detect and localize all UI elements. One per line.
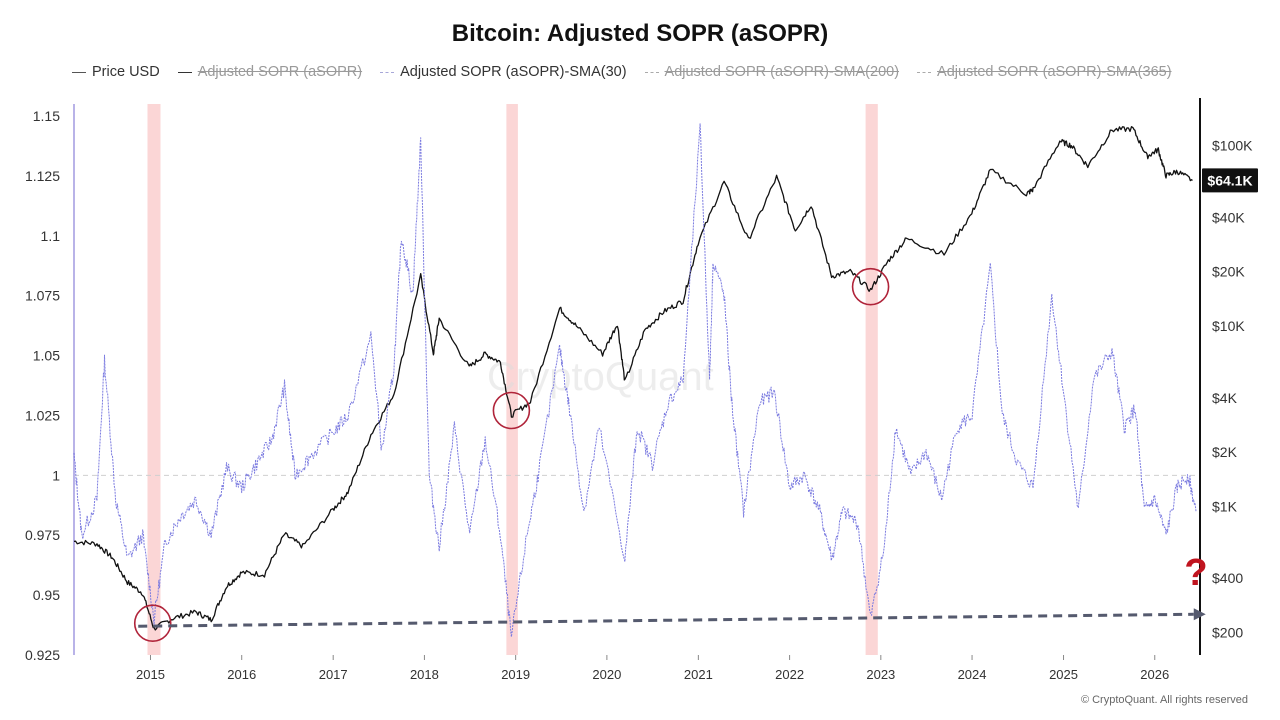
- highlight-circle: [133, 604, 172, 643]
- y-right-tick-label: $400: [1212, 570, 1243, 586]
- x-tick-label: 2026: [1140, 667, 1169, 682]
- x-tick-label: 2024: [958, 667, 987, 682]
- legend-label: Adjusted SOPR (aSOPR)-SMA(365): [937, 64, 1172, 80]
- x-tick-label: 2025: [1049, 667, 1078, 682]
- y-left-tick-label: 1.1: [41, 228, 61, 244]
- price-badge-group: $64.1K: [1202, 168, 1258, 193]
- y-right-tick-label: $4K: [1212, 390, 1238, 406]
- price-badge-bg: [1202, 168, 1258, 193]
- y-left-tick-label: 0.925: [25, 647, 60, 663]
- legend-item-sma365[interactable]: Adjusted SOPR (aSOPR)-SMA(365): [917, 62, 1172, 82]
- y-left-tick-label: 1.125: [25, 168, 60, 184]
- x-tick-label: 2022: [775, 667, 804, 682]
- question-mark: ?: [1184, 552, 1207, 594]
- y-left-tick-label: 0.95: [33, 587, 60, 603]
- copyright: © CryptoQuant. All rights reserved: [1080, 694, 1248, 706]
- legend-swatch: [917, 71, 932, 73]
- legend-swatch: [644, 71, 659, 73]
- y-right-tick-label: $20K: [1212, 264, 1245, 280]
- y-left-tick-label: 1.075: [25, 288, 60, 304]
- trend-arrow-head: [1193, 608, 1206, 621]
- highlight-circle: [851, 267, 890, 306]
- highlight-band: [147, 104, 161, 655]
- legend-item-sma200[interactable]: Adjusted SOPR (aSOPR)-SMA(200): [644, 62, 900, 82]
- series-layer: [73, 123, 1197, 638]
- y-right-tick-label: $200: [1212, 624, 1243, 640]
- x-tick-label: 2021: [684, 667, 713, 682]
- annotations: [133, 267, 1206, 643]
- highlight-circle: [492, 391, 531, 430]
- legend-item-asopr[interactable]: Adjusted SOPR (aSOPR): [177, 62, 363, 82]
- y-right-tick-label: $2K: [1212, 444, 1238, 460]
- legend-item-sma30[interactable]: Adjusted SOPR (aSOPR)-SMA(30): [380, 62, 627, 82]
- chart-title: Bitcoin: Adjusted SOPR (aSOPR): [451, 20, 829, 47]
- highlight-band: [865, 104, 878, 655]
- highlight-band: [506, 104, 518, 655]
- x-tick-label: 2017: [319, 667, 348, 682]
- x-tick-label: 2016: [227, 667, 256, 682]
- y-left-tick-label: 1.05: [33, 348, 60, 364]
- legend-label: Adjusted SOPR (aSOPR)-SMA(30): [400, 64, 627, 80]
- y-right-tick-label: $100K: [1212, 138, 1253, 154]
- asopr-sma30-line: [73, 123, 1197, 638]
- legend: Price USD Adjusted SOPR (aSOPR) Adjusted…: [72, 62, 1172, 82]
- price-usd-line: [73, 126, 1193, 631]
- question-mark-icon: ?: [1184, 552, 1207, 594]
- legend-item-price[interactable]: Price USD: [72, 62, 160, 82]
- legend-label: Adjusted SOPR (aSOPR): [197, 64, 363, 80]
- x-tick-label: 2018: [410, 667, 439, 682]
- x-tick-label: 2019: [501, 667, 530, 682]
- y-right-tick-label: $10K: [1212, 318, 1245, 334]
- price-badge: $64.1K: [1207, 172, 1252, 188]
- axes: 1.15 1.125 1.1 1.075 1.05 1.025 1 0.975 0.95 0.92…: [25, 98, 1253, 682]
- watermark: CryptoQuant: [487, 355, 714, 399]
- trend-arrow-line: [138, 612, 1194, 628]
- legend-label: Price USD: [92, 64, 160, 80]
- x-tick-label: 2015: [136, 667, 165, 682]
- x-tick-label: 2023: [866, 667, 895, 682]
- x-tick-label: 2020: [592, 667, 621, 682]
- legend-swatch: [380, 71, 395, 73]
- y-right-tick-label: $40K: [1212, 209, 1245, 225]
- legend-label: Adjusted SOPR (aSOPR)-SMA(200): [664, 64, 900, 80]
- y-left-tick-label: 1.025: [25, 407, 60, 423]
- legend-swatch: [72, 71, 86, 73]
- highlight-bands: [147, 104, 878, 655]
- legend-swatch: [177, 71, 192, 73]
- y-left-tick-label: 1: [52, 467, 60, 483]
- y-left-tick-label: 0.975: [25, 527, 60, 543]
- y-right-tick-label: $1K: [1212, 498, 1238, 514]
- y-left-tick-label: 1.15: [33, 108, 60, 124]
